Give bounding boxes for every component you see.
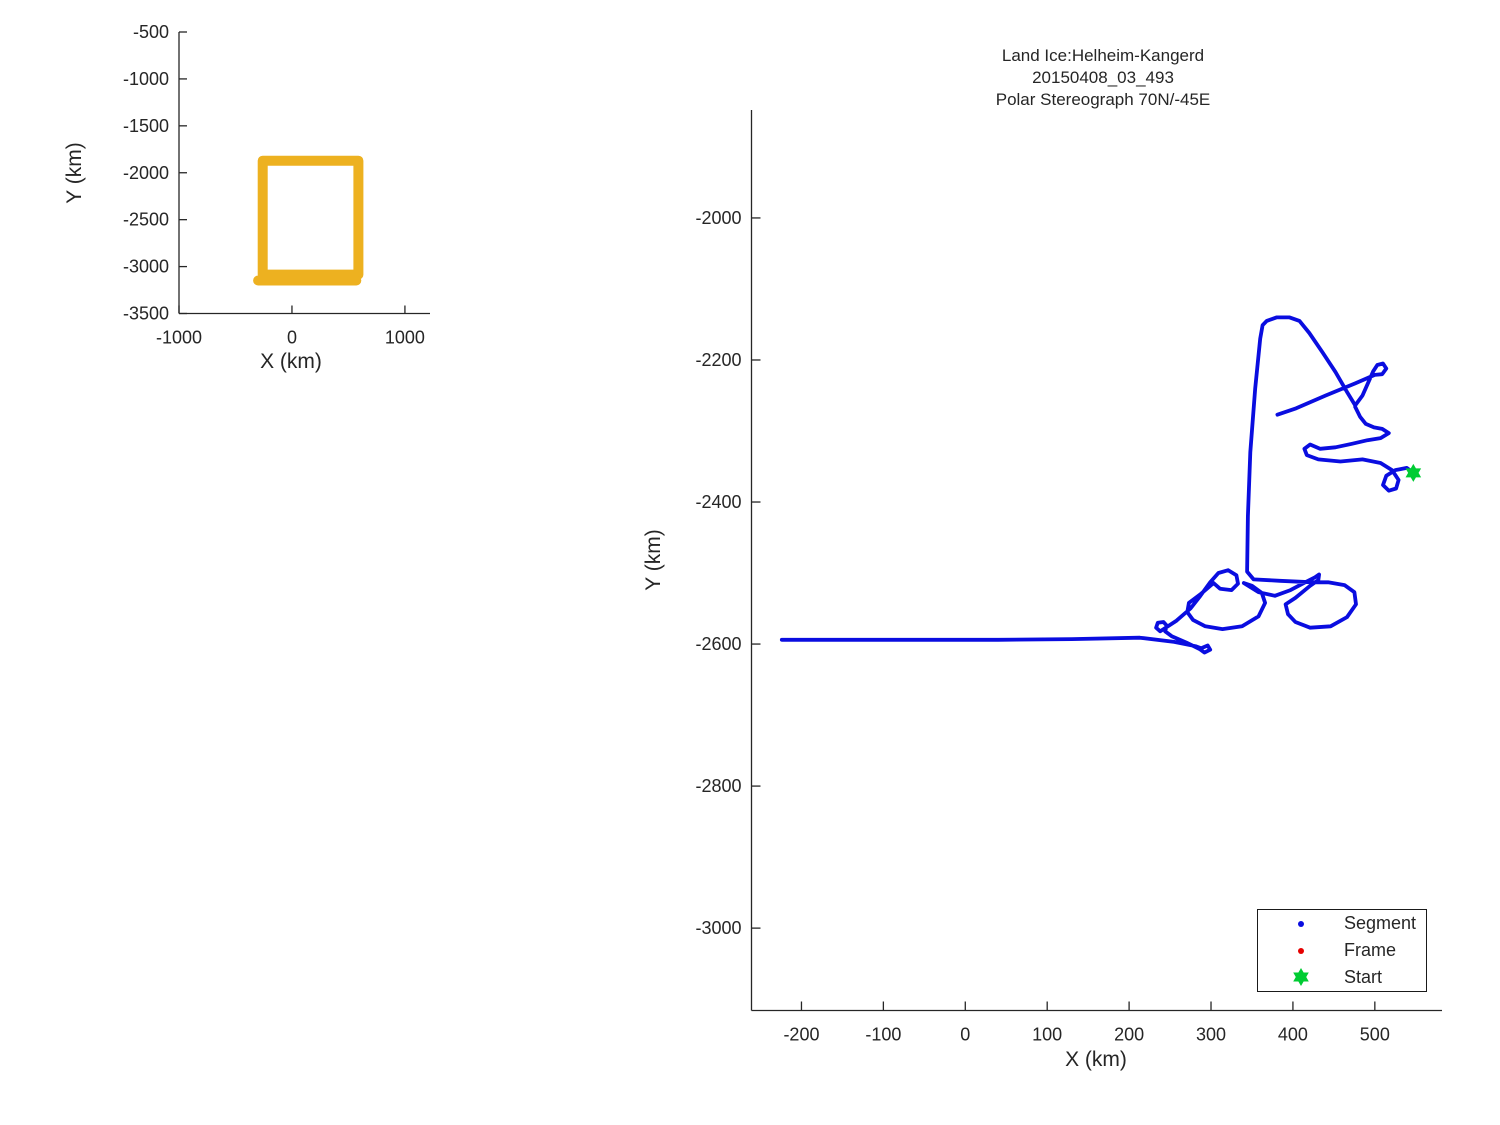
track-southeast-leg-to-start <box>1302 404 1416 493</box>
y-tick-label: -1500 <box>123 116 169 136</box>
y-tick-label: -2200 <box>695 350 741 370</box>
y-tick-label: -500 <box>133 22 169 42</box>
x-tick-label: 200 <box>1114 1025 1144 1045</box>
y-tick-label: -2000 <box>695 208 741 228</box>
y-tick-label: -2500 <box>123 210 169 230</box>
legend-item-segment: Segment <box>1258 911 1426 937</box>
main-xaxis-label: X (km) <box>1065 1048 1127 1071</box>
segment-dot-icon <box>1258 914 1344 934</box>
start-hexagram <box>1293 968 1309 987</box>
main-plot-title: Land Ice:Helheim-Kangerd 20150408_03_493… <box>853 45 1353 111</box>
y-tick-label: -2800 <box>695 776 741 796</box>
y-tick-label: -3000 <box>123 257 169 277</box>
title-line-3: Polar Stereograph 70N/-45E <box>995 90 1211 109</box>
x-tick-label: 0 <box>287 328 297 348</box>
x-tick-label: 100 <box>1032 1025 1062 1045</box>
segment-marker-canvas <box>1298 920 1304 927</box>
start-marker <box>1405 463 1422 482</box>
x-tick-label: -1000 <box>156 328 202 348</box>
legend-item-frame: Frame <box>1258 938 1426 964</box>
x-tick-label: 400 <box>1278 1025 1308 1045</box>
start-hexagram-icon <box>1258 966 1344 988</box>
y-tick-label: -2000 <box>123 163 169 183</box>
y-tick-label: -2600 <box>695 634 741 654</box>
frame-dot <box>1298 947 1304 954</box>
overview-plot: -1000 0 1000 -500 -1000 -1500 -2000 -2500 -3000 -… <box>123 22 430 348</box>
legend-item-start: Start <box>1258 964 1426 990</box>
y-tick-label: -2400 <box>695 492 741 512</box>
x-tick-label: -100 <box>865 1025 901 1045</box>
overview-yaxis-label: Y (km) <box>63 142 86 204</box>
title-line-2: 20150408_03_493 <box>1032 68 1174 87</box>
x-tick-label: 0 <box>960 1025 970 1045</box>
x-tick-label: 300 <box>1196 1025 1226 1045</box>
legend: Segment Frame Start <box>1257 909 1427 992</box>
legend-label-segment: Segment <box>1344 913 1417 934</box>
y-tick-label: -1000 <box>123 69 169 89</box>
start-marker-canvas <box>1293 968 1309 987</box>
frame-marker-canvas <box>1298 947 1304 954</box>
frame-dot-icon <box>1258 941 1344 961</box>
y-tick-label: -3500 <box>123 304 169 324</box>
x-tick-label: 1000 <box>385 328 425 348</box>
coverage-box <box>257 155 364 280</box>
legend-label-start: Start <box>1344 966 1383 987</box>
y-tick-label: -3000 <box>695 918 741 938</box>
x-tick-label: -200 <box>783 1025 819 1045</box>
main-yaxis-label: Y (km) <box>642 529 665 591</box>
x-tick-label: 500 <box>1360 1025 1390 1045</box>
title-line-1: Land Ice:Helheim-Kangerd <box>1001 46 1205 65</box>
legend-label-frame: Frame <box>1344 940 1397 960</box>
track-survey-line-and-loops <box>779 315 1389 655</box>
segment-dot <box>1298 920 1304 927</box>
overview-xaxis-label: X (km) <box>260 350 322 373</box>
main-plot: -200 -100 0 100 200 300 400 500 -2000 -2200 -2400 -… <box>695 110 1442 1045</box>
